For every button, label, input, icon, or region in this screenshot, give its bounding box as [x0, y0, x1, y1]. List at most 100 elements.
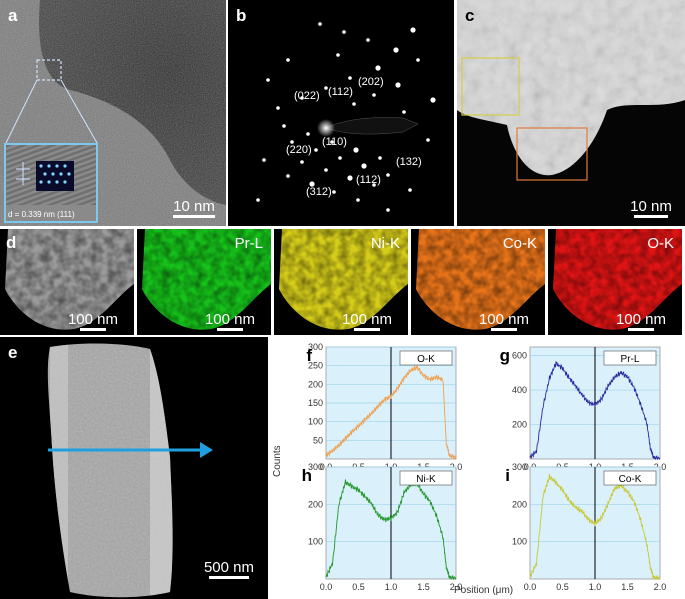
panel-label-e: e: [8, 343, 18, 362]
y-tick-label: 250: [308, 361, 323, 371]
y-tick-label: 100: [512, 537, 527, 547]
diffraction-spot: [332, 190, 336, 194]
panel-label-h: h: [302, 466, 312, 485]
eds-element-label: O-K: [647, 235, 674, 252]
diffraction-spot: [378, 156, 382, 160]
eds-element-label: Co-K: [502, 235, 537, 252]
hrtem-inset: d = 0.339 nm (111): [4, 143, 98, 223]
diffraction-spot: [262, 158, 266, 162]
scale-bar-label: 500 nm: [203, 559, 255, 576]
eds-map: Co-K 100 nm: [411, 229, 545, 335]
spot-label: (112): [356, 174, 381, 186]
panel-c-haadf-image: c 10 nm: [457, 0, 685, 226]
diffraction-spot: [366, 38, 370, 42]
scale-bar-label: 10 nm: [173, 198, 215, 215]
diffraction-spot: [266, 78, 270, 82]
lattice-fringes: [6, 145, 96, 205]
diffraction-spot: [290, 140, 294, 144]
y-tick-label: 300: [512, 462, 527, 472]
scale-bar-c: 10 nm: [621, 198, 681, 218]
diffraction-spot: [430, 97, 436, 103]
diffraction-spot: [347, 175, 353, 181]
spot-label: (112): [328, 86, 353, 98]
diffraction-spot: [324, 168, 328, 172]
x-tick-label: 2.0: [654, 582, 667, 592]
x-tick-label: 1.0: [589, 582, 602, 592]
y-tick-label: 600: [512, 351, 527, 361]
haadf-particles: [457, 0, 685, 181]
diffraction-spot: [330, 140, 334, 144]
x-tick-label: 0.5: [556, 582, 569, 592]
diffraction-spot: [276, 106, 280, 110]
eds-scale-bar: 100 nm: [332, 311, 402, 331]
diffraction-spot: [306, 132, 310, 136]
x-tick-label: 1.5: [417, 582, 430, 592]
series-line: [325, 365, 457, 461]
y-tick-label: 200: [308, 379, 323, 389]
diffraction-spot: [300, 96, 304, 100]
diffraction-spot: [375, 65, 381, 71]
eds-map-blob: [137, 229, 271, 335]
legend-label: Ni-K: [416, 474, 436, 485]
diffraction-spot: [408, 188, 412, 192]
panel-label-i: i: [505, 466, 510, 485]
x-tick-label: 0.0: [524, 582, 537, 592]
series-line: [529, 473, 661, 581]
diffraction-spot: [286, 174, 290, 178]
panel-label-g: g: [500, 346, 510, 365]
eds-map-blob: [548, 229, 682, 335]
y-tick-label: 300: [308, 342, 323, 352]
diffraction-spot: [416, 58, 420, 62]
diffraction-spot: [410, 27, 416, 33]
diffraction-spot: [309, 181, 315, 187]
y-axis-label: Counts: [272, 445, 283, 477]
linescan-chart-i: 100 200 300 0.0 0.5 1.0 1.5 2.0 Co-K i: [505, 462, 666, 592]
diffraction-spot: [314, 148, 318, 152]
scale-bar-a: 10 nm: [164, 198, 224, 218]
diffraction-spot: [372, 183, 376, 187]
eds-map-blob: [0, 229, 134, 335]
x-tick-label: 0.0: [320, 582, 333, 592]
eds-scale-bar: 100 nm: [469, 311, 539, 331]
diffraction-spot: [361, 163, 367, 169]
diffraction-spots: [256, 22, 436, 212]
linescan-chart-f: 501001502002503000.00.51.01.52.0O-Kf: [306, 342, 462, 472]
diffraction-spot: [395, 82, 401, 88]
y-tick-label: 200: [512, 420, 527, 430]
scale-bar-e: 500 nm: [194, 559, 264, 579]
diffraction-spot: [348, 76, 352, 80]
eds-scale-bar: 100 nm: [58, 311, 128, 331]
y-tick-label: 100: [308, 537, 323, 547]
diffraction-spot: [318, 22, 322, 26]
legend-label: O-K: [417, 354, 435, 365]
eds-scale-bar: 100 nm: [606, 311, 676, 331]
spot-label: (220): [286, 144, 312, 156]
x-tick-label: 2.0: [450, 582, 463, 592]
spot-label: (110): [322, 136, 347, 148]
diffraction-spot: [342, 30, 346, 34]
legend-box: [399, 350, 453, 366]
x-tick-label: 1.5: [621, 582, 634, 592]
scale-bar-label: 100 nm: [615, 311, 667, 328]
panel-label-f: f: [306, 346, 312, 365]
panel-b-diffraction-pattern: b (202) (022) (112) (110) (220) (132) (1…: [228, 0, 454, 226]
legend-box: [603, 350, 657, 366]
eds-map: 100 nm: [0, 229, 134, 335]
panel-label-c: c: [465, 6, 475, 25]
scale-bar-label: 10 nm: [630, 198, 672, 215]
y-tick-label: 200: [512, 499, 527, 509]
y-tick-label: 200: [308, 499, 323, 509]
series-line: [325, 479, 457, 581]
diffraction-spot: [402, 110, 406, 114]
y-tick-label: 100: [308, 417, 323, 427]
eds-map: O-K 100 nm: [548, 229, 682, 335]
diffraction-spot: [353, 147, 359, 153]
spot-label: (312): [306, 186, 332, 198]
eds-map: Pr-L 100 nm: [137, 229, 271, 335]
panel-e-linescan-image: e 500 nm: [0, 337, 268, 599]
spot-label: (132): [396, 156, 422, 168]
diffraction-spot: [386, 173, 390, 177]
panel-label-b: b: [236, 6, 247, 25]
panel-d-eds-maps: 100 nm Pr-L 100 nm Ni-K 100 nm Co-K 100 nm …: [0, 229, 685, 335]
y-tick-label: 400: [512, 385, 527, 395]
